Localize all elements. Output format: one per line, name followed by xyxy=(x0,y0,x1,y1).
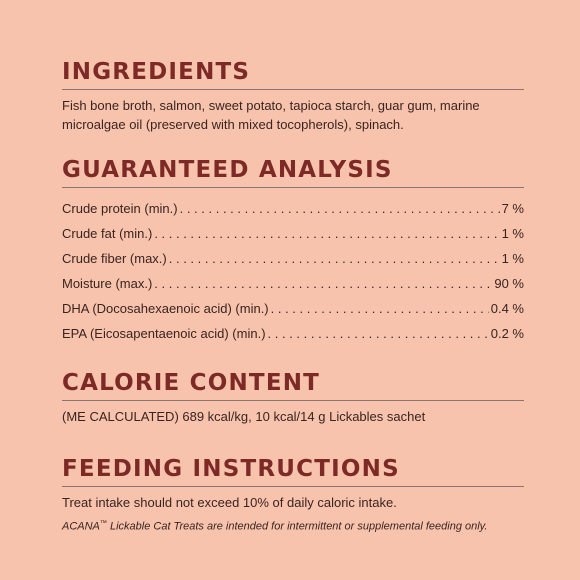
analysis-value: 0.4 % xyxy=(490,301,524,316)
ingredients-section: Ingredients Fish bone broth, salmon, swe… xyxy=(62,58,524,134)
analysis-value: 7 % xyxy=(501,201,524,216)
analysis-row-crude-protein: Crude protein (min.) 7 % xyxy=(62,196,524,221)
analysis-row-moisture: Moisture (max.) 90 % xyxy=(62,271,524,296)
trademark-symbol: ™ xyxy=(99,520,107,527)
analysis-row-epa: EPA (Eicosapentaenoic acid) (min.) 0.2 % xyxy=(62,321,524,346)
dot-leader xyxy=(180,196,500,221)
analysis-label: Moisture (max.) xyxy=(62,276,153,291)
analysis-value: 0.2 % xyxy=(490,326,524,341)
analysis-label: Crude protein (min.) xyxy=(62,201,178,216)
analysis-label: EPA (Eicosapentaenoic acid) (min.) xyxy=(62,326,266,341)
calorie-content-heading: Calorie Content xyxy=(62,369,524,401)
dot-leader xyxy=(154,271,492,296)
analysis-row-crude-fat: Crude fat (min.) 1 % xyxy=(62,221,524,246)
feeding-note: ACANA™ Lickable Cat Treats are intended … xyxy=(62,516,524,535)
feeding-instructions-section: Feeding Instructions Treat intake should… xyxy=(62,455,524,535)
analysis-table: Crude protein (min.) 7 % Crude fat (min.… xyxy=(62,196,524,346)
brand-name: ACANA xyxy=(62,520,100,533)
ingredients-heading: Ingredients xyxy=(62,58,524,90)
analysis-row-dha: DHA (Docosahexaenoic acid) (min.) 0.4 % xyxy=(62,296,524,321)
calorie-content-section: Calorie Content (ME CALCULATED) 689 kcal… xyxy=(62,369,524,426)
analysis-label: Crude fiber (max.) xyxy=(62,251,167,266)
analysis-row-crude-fiber: Crude fiber (max.) 1 % xyxy=(62,246,524,271)
ingredients-text: Fish bone broth, salmon, sweet potato, t… xyxy=(62,98,480,132)
feeding-instructions-text: Treat intake should not exceed 10% of da… xyxy=(62,495,397,510)
dot-leader xyxy=(154,221,499,246)
guaranteed-analysis-heading: Guaranteed Analysis xyxy=(62,156,524,188)
analysis-value: 1 % xyxy=(501,251,524,266)
dot-leader xyxy=(268,321,489,346)
feeding-note-text: Lickable Cat Treats are intended for int… xyxy=(106,520,488,533)
dot-leader xyxy=(169,246,500,271)
analysis-label: DHA (Docosahexaenoic acid) (min.) xyxy=(62,301,269,316)
dot-leader xyxy=(271,296,489,321)
guaranteed-analysis-section: Guaranteed Analysis Crude protein (min.)… xyxy=(62,156,524,346)
feeding-instructions-heading: Feeding Instructions xyxy=(62,455,524,487)
analysis-label: Crude fat (min.) xyxy=(62,226,153,241)
analysis-value: 1 % xyxy=(501,226,524,241)
calorie-content-text: (ME CALCULATED) 689 kcal/kg, 10 kcal/14 … xyxy=(62,409,426,424)
analysis-value: 90 % xyxy=(494,276,524,291)
